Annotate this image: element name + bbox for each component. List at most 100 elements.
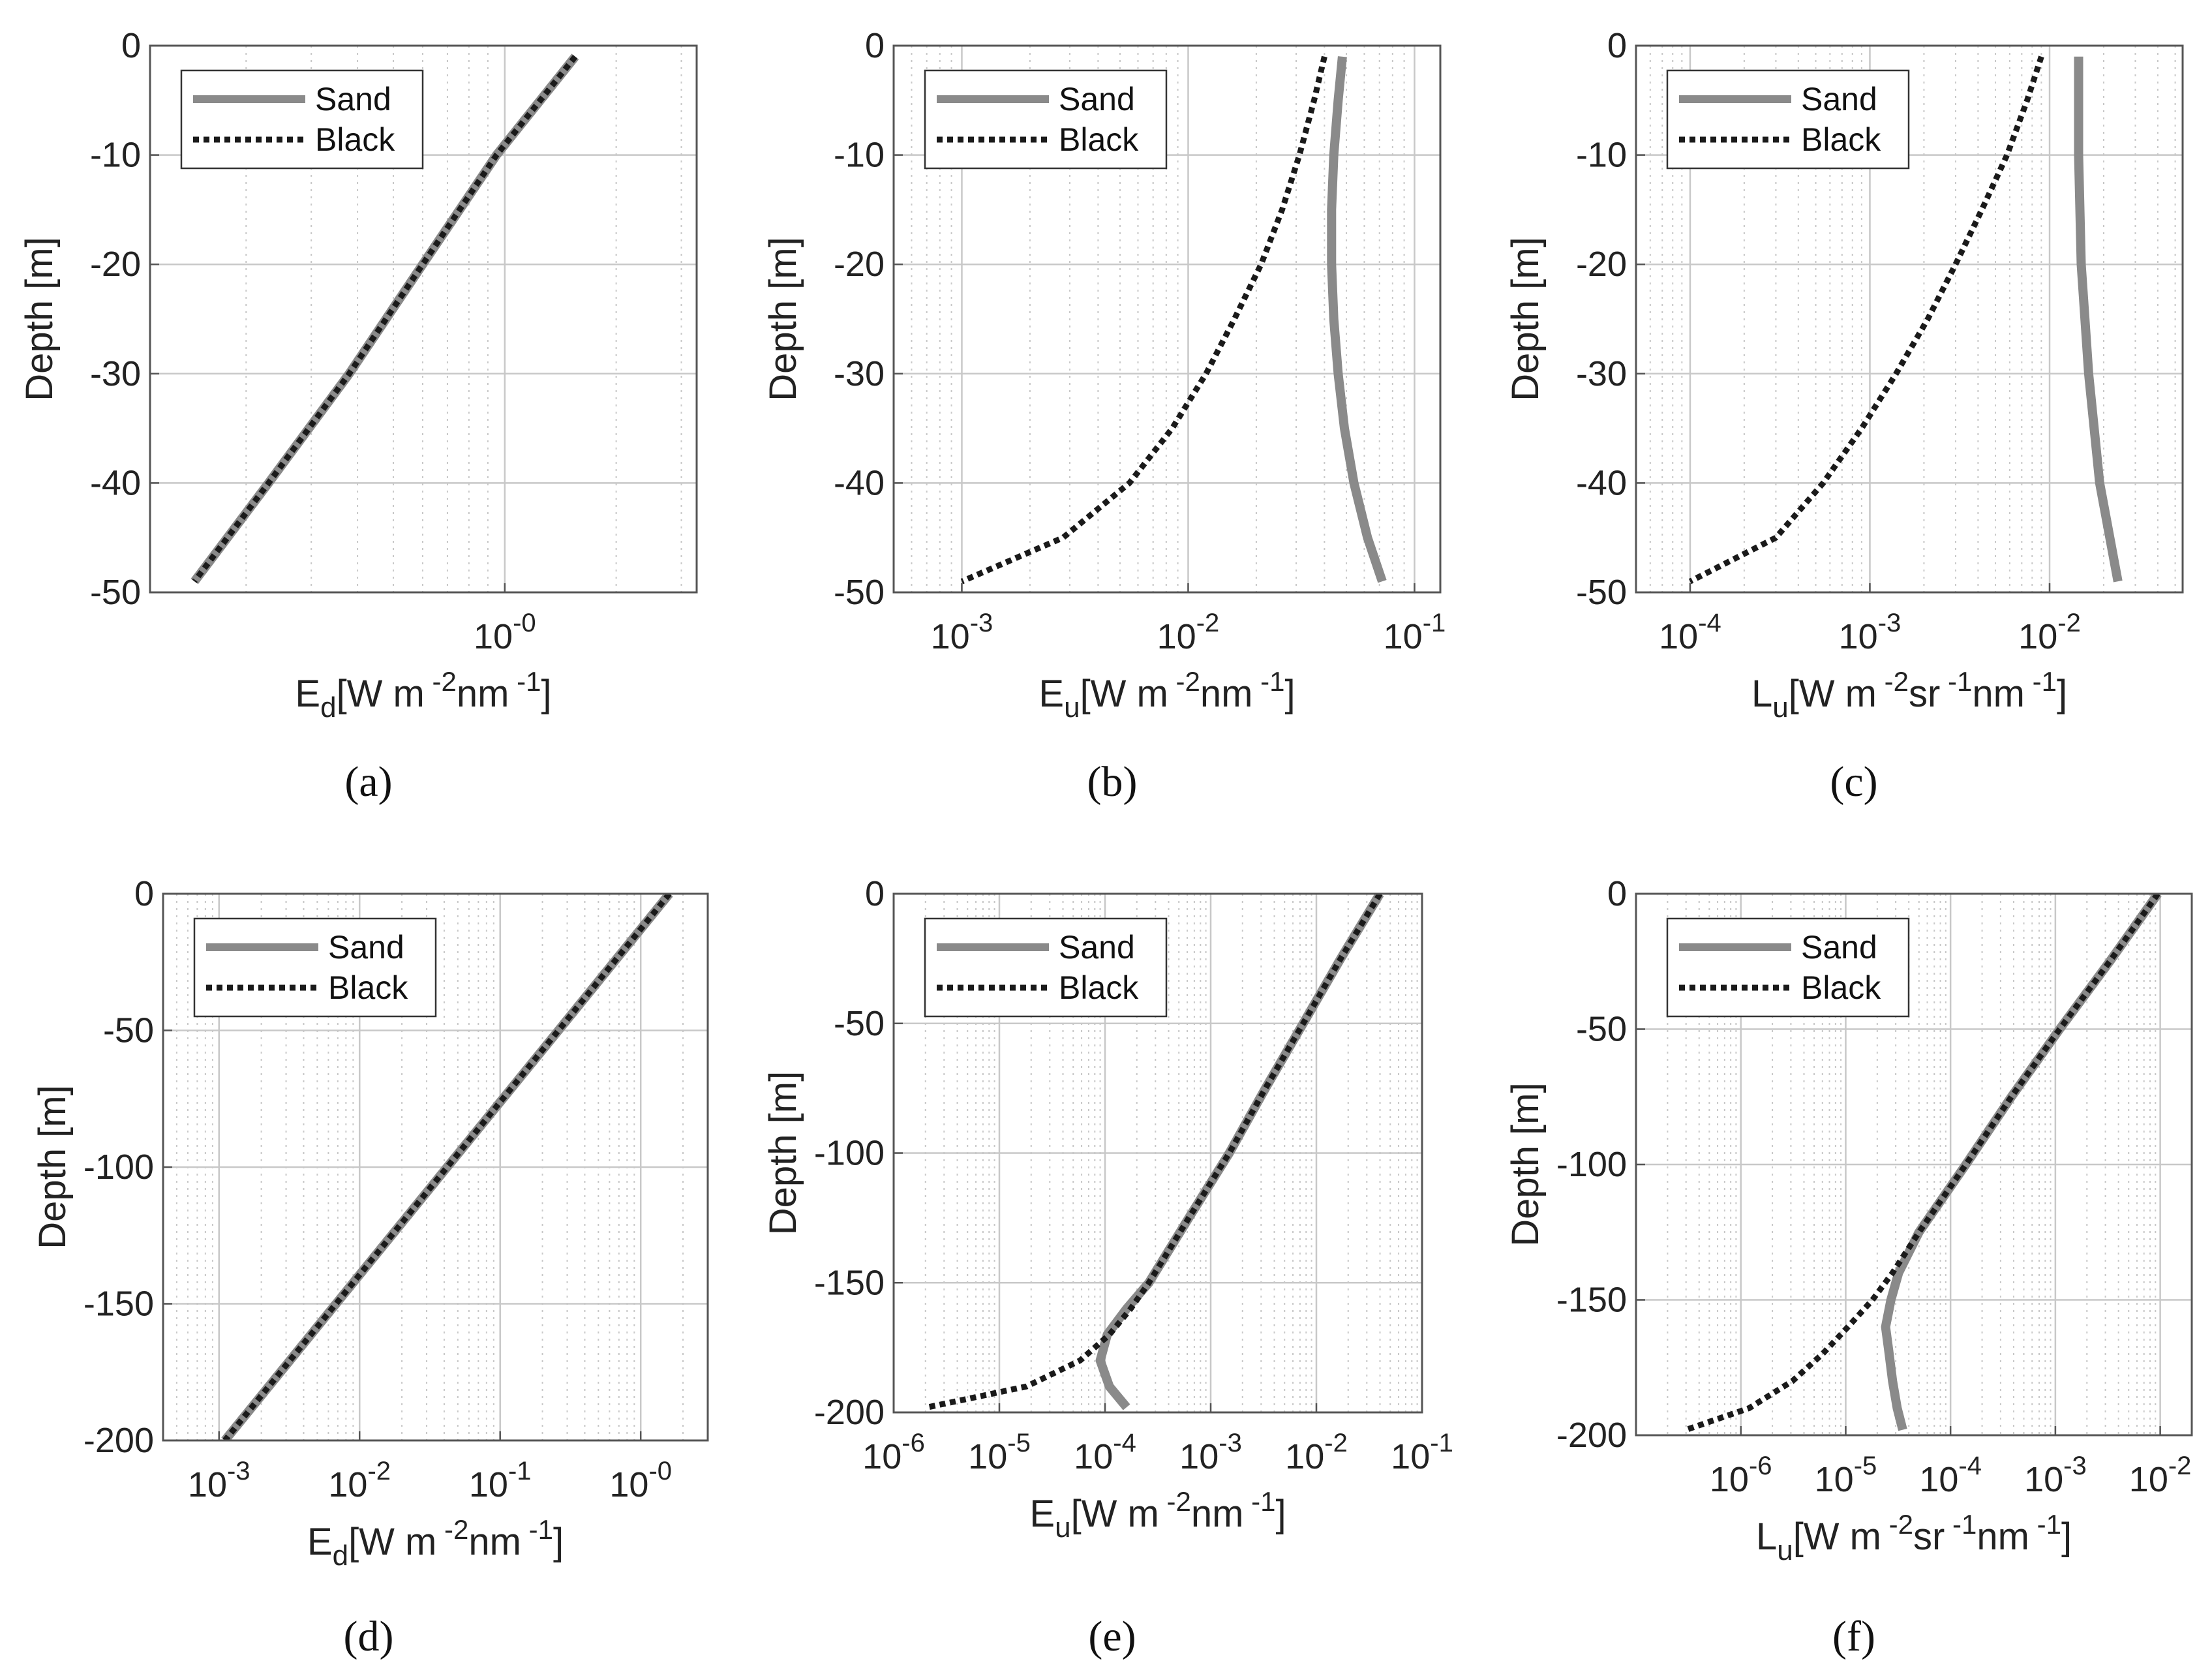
series-line-black: [222, 894, 672, 1440]
legend-label-sand: Sand: [1059, 929, 1135, 966]
x-label-unit: [W m: [1789, 673, 1877, 715]
x-tick-label: 10-3: [1839, 609, 1901, 656]
y-tick-label: -40: [834, 463, 885, 502]
y-tick-label: -50: [1576, 1010, 1627, 1049]
y-tick-label: -30: [1576, 354, 1627, 393]
x-tick-base: 10: [931, 617, 970, 656]
x-label-symbol: L: [1756, 1515, 1777, 1558]
y-tick-label: -50: [834, 573, 885, 612]
y-tick-label: -150: [1556, 1281, 1627, 1320]
x-axis-label: Ed[W m -2nm -1]: [295, 666, 551, 723]
x-label-unit: nm: [457, 673, 509, 715]
x-tick-exponent: -3: [1878, 609, 1901, 637]
y-tick-label: 0: [865, 26, 885, 65]
x-tick-label: 10-4: [1659, 609, 1721, 656]
x-tick-exponent: -5: [1854, 1452, 1877, 1480]
x-tick-base: 10: [2129, 1460, 2168, 1499]
x-label-symbol: E: [295, 673, 320, 715]
x-tick-base: 10: [2018, 617, 2057, 656]
x-axis-label: Lu[W m -2sr -1nm -1]: [1756, 1509, 2072, 1566]
x-label-unit: nm: [1191, 1493, 1244, 1535]
x-label-unit: [W m: [348, 1521, 436, 1563]
x-label-subscript: u: [1772, 692, 1788, 723]
y-tick-label: -150: [814, 1263, 885, 1302]
x-tick-exponent: -6: [901, 1429, 925, 1457]
y-tick-label: -30: [90, 354, 141, 393]
chart-panel-6: 10-6 10-5 10-4 10-3 10-20-50-100-150-200Sand…: [1504, 874, 2193, 1566]
x-tick-exponent: -1: [1430, 1429, 1453, 1457]
x-tick-base: 10: [474, 617, 513, 656]
x-tick-label: 10-4: [1074, 1429, 1136, 1476]
legend-box: [180, 69, 424, 170]
x-tick-base: 10: [1659, 617, 1698, 656]
series-line-sand: [2074, 56, 2123, 583]
chart-panel-2: 10-3 10-2 10-10-10-20-30-40-50SandBlackDep…: [762, 26, 1446, 723]
x-tick-label: 10-3: [2024, 1452, 2087, 1499]
x-label-subscript: d: [333, 1540, 348, 1572]
x-tick-base: 10: [469, 1465, 508, 1504]
x-label-exponent: -1: [1243, 1486, 1275, 1517]
series-line-black: [192, 54, 578, 583]
legend-label-sand: Sand: [1059, 81, 1135, 117]
y-tick-label: 0: [865, 874, 885, 913]
y-tick-label: 0: [1607, 874, 1627, 913]
x-tick-base: 10: [1384, 617, 1423, 656]
x-tick-base: 10: [862, 1437, 901, 1476]
x-tick-exponent: -2: [2057, 609, 2081, 637]
x-label-bracket: ]: [541, 673, 551, 715]
x-label-unit: sr: [1913, 1515, 1945, 1558]
x-label-unit: nm: [468, 1521, 521, 1563]
y-tick-label: -10: [90, 136, 141, 175]
x-tick-label: 10-3: [1179, 1429, 1242, 1476]
y-tick-label: -100: [814, 1134, 885, 1173]
x-tick-label: 10-6: [862, 1429, 925, 1476]
legend-box: [1666, 69, 1910, 170]
y-tick-label: -100: [83, 1148, 154, 1187]
chart-panel-5: 10-6 10-5 10-4 10-3 10-2 10 -1 0 -50 -100 -150 -200…: [762, 874, 1453, 1544]
y-tick-label: -50: [90, 573, 141, 612]
x-tick-exponent: -6: [1749, 1452, 1772, 1480]
panel-caption: (c): [1830, 758, 1877, 806]
x-tick-label: 10-5: [1815, 1452, 1877, 1499]
x-label-unit: [W m: [1793, 1515, 1881, 1558]
x-label-exponent: -2: [1881, 1509, 1913, 1540]
panel-caption: (e): [1088, 1613, 1136, 1660]
legend-box: [1666, 917, 1910, 1018]
x-label-exponent: -1: [521, 1514, 553, 1545]
y-axis-label: Depth [m]: [762, 1071, 804, 1235]
series-line-black: [1685, 894, 2160, 1433]
series-line-black: [927, 894, 1383, 1410]
x-axis-label: Eu[W m -2nm -1]: [1029, 1486, 1286, 1544]
x-tick-base: 10: [609, 1465, 648, 1504]
y-tick-label: -20: [834, 245, 885, 284]
x-tick-label: 10-1: [1384, 609, 1446, 656]
x-tick-label: 10-0: [609, 1457, 672, 1504]
x-label-exponent: -2: [1877, 666, 1909, 697]
y-tick-label: -50: [1576, 573, 1627, 612]
x-tick-exponent: -3: [227, 1457, 250, 1485]
y-tick-label: -50: [834, 1004, 885, 1043]
x-tick-exponent: -2: [2168, 1452, 2192, 1480]
x-label-unit: [W m: [1080, 673, 1168, 715]
x-label-exponent: -2: [1168, 666, 1200, 697]
x-tick-exponent: -0: [513, 609, 536, 637]
y-tick-label: -50: [103, 1011, 154, 1050]
x-tick-label: 10-5: [968, 1429, 1031, 1476]
x-tick-base: 10: [1710, 1460, 1749, 1499]
x-tick-base: 10: [1815, 1460, 1854, 1499]
axes-frame: [892, 44, 1442, 594]
x-tick-label: 10-2: [1157, 609, 1220, 656]
x-label-unit: [W m: [337, 673, 425, 715]
x-label-bracket: ]: [553, 1521, 564, 1563]
x-tick-label: 10-2: [1285, 1429, 1348, 1476]
y-tick-label: -200: [814, 1393, 885, 1432]
x-tick-exponent: -4: [1698, 609, 1721, 637]
x-label-exponent: -2: [1159, 1486, 1191, 1517]
y-tick-label: -20: [1576, 245, 1627, 284]
legend-label-sand: Sand: [1801, 81, 1877, 117]
x-tick-exponent: -4: [1958, 1452, 1982, 1480]
legend-label-black: Black: [1059, 121, 1139, 158]
y-tick-label: -150: [83, 1285, 154, 1324]
x-label-bracket: ]: [2061, 1515, 2072, 1558]
y-axis-label: Depth [m]: [31, 1085, 74, 1249]
